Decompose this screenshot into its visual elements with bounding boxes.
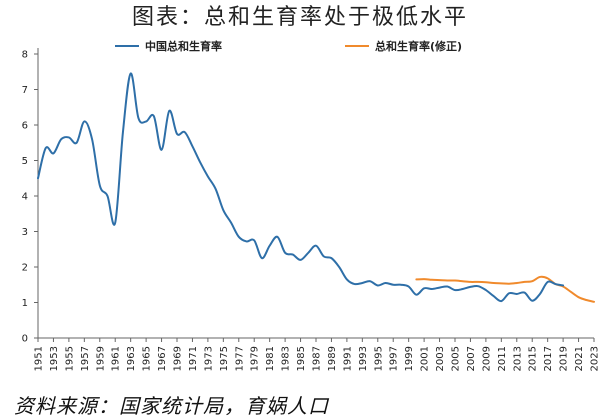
x-tick-label: 1993 [358,346,369,371]
series-line-0 [37,72,565,303]
y-tick-label: 8 [22,50,28,61]
x-tick-label: 1999 [404,346,415,371]
x-tick-label: 1977 [234,346,245,371]
x-tick-label: 2011 [497,346,508,371]
x-tick-label: 1973 [203,346,214,371]
x-tick-label: 2009 [481,346,492,371]
y-tick-label: 6 [22,121,28,132]
x-tick-label: 1989 [327,346,338,371]
line-chart: 0 1 2 3 4 5 6 7 8 1951 1953 1955 1957 1959 1961 1963 196… [22,39,600,371]
x-tick-label: 1981 [265,346,276,371]
x-tick-label: 2019 [559,346,570,371]
y-tick-label: 4 [22,192,28,203]
x-tick-label: 2021 [574,346,585,371]
x-tick-label: 2003 [435,346,446,371]
y-tick-label: 1 [22,298,28,309]
x-tick-label: 1969 [173,346,184,371]
x-tick-label: 1967 [157,346,168,371]
x-tick-label: 1979 [250,346,261,371]
x-tick-label: 1961 [111,346,122,371]
x-tick-label: 1965 [142,346,153,371]
x-tick-label: 1997 [389,346,400,371]
series-line-1 [415,275,595,303]
x-tick-label: 1985 [296,346,307,371]
x-tick-label: 1957 [80,346,91,371]
x-tick-label: 1983 [281,346,292,371]
x-tick-label: 2017 [543,346,554,371]
x-tick-label: 1971 [188,346,199,371]
x-tick-label: 2001 [420,346,431,371]
legend-label-0: 中国总和生育率 [145,39,222,53]
x-tick-label: 1991 [342,346,353,371]
x-tick-label: 1955 [64,346,75,371]
y-tick-label: 3 [22,227,28,238]
x-tick-label: 2023 [590,346,600,371]
x-tick-label: 1995 [373,346,384,371]
y-tick-label: 2 [22,263,28,274]
x-tick-label: 1951 [34,346,45,371]
x-tick-label: 2015 [528,346,539,371]
y-tick-label: 0 [22,334,28,345]
chart-title: 图表：总和生育率处于极低水平 [131,5,468,30]
x-tick-label: 1959 [95,346,106,371]
x-tick-label: 2007 [466,346,477,371]
x-tick-label: 1963 [126,346,137,371]
x-tick-label: 1987 [312,346,323,371]
x-tick-label: 1953 [49,346,60,371]
y-tick-label: 7 [22,85,28,96]
source-note: 资料来源：国家统计局，育娲人口 [14,394,329,418]
y-tick-label: 5 [22,156,28,167]
x-tick-label: 2005 [451,346,462,371]
x-tick-label: 1975 [219,346,230,371]
legend-label-1: 总和生育率(修正) [375,39,462,53]
x-tick-label: 2013 [512,346,523,371]
